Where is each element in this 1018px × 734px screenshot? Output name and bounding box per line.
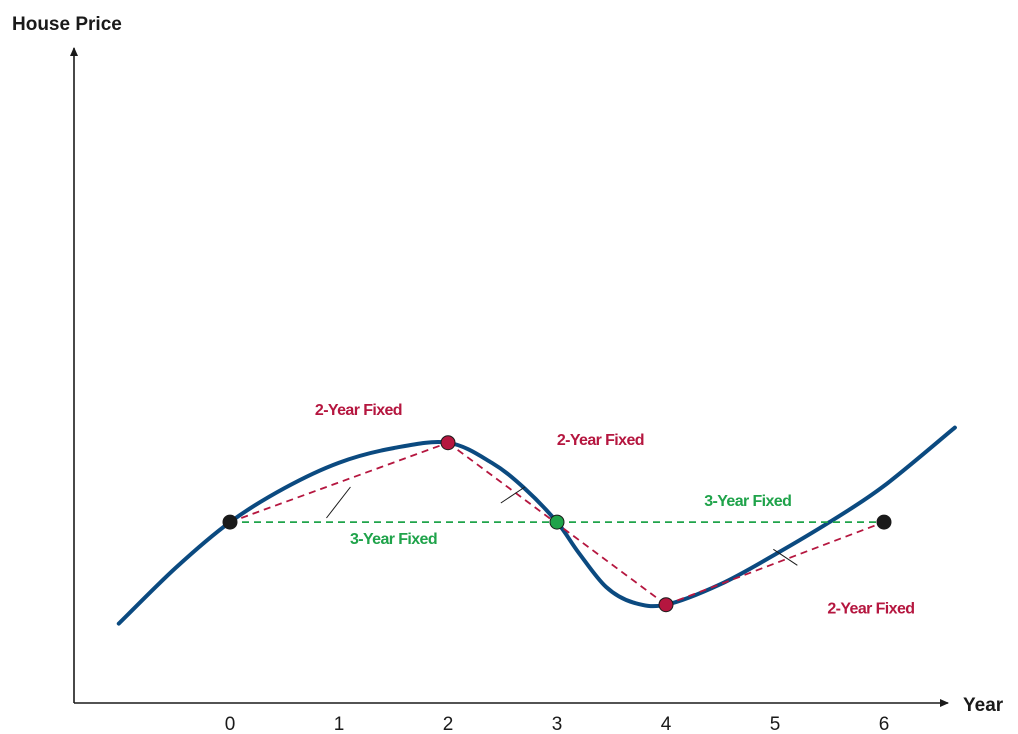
annotation-label-1: 2-Year Fixed [315, 402, 402, 419]
annotation-label-2: 2-Year Fixed [557, 432, 644, 449]
x-tick-label-6: 6 [879, 714, 890, 734]
x-tick-label-2: 2 [443, 714, 454, 734]
annotation-label-5: 2-Year Fixed [827, 600, 914, 617]
point-year-3 [549, 514, 565, 530]
price-curve-layer [116, 425, 957, 626]
annotation-labels: 2-Year Fixed 2-Year Fixed 3-Year Fixed 3-Ye… [315, 402, 915, 617]
point-year-4 [658, 597, 674, 613]
two-year-fixed-segment-3 [665, 521, 885, 606]
x-tick-label-4: 4 [661, 714, 672, 734]
annotation-label-3: 3-Year Fixed [704, 493, 791, 510]
x-tick-labels: 0 1 2 3 4 5 6 [225, 714, 890, 734]
annotation-leader-1 [326, 486, 351, 519]
point-year-6 [876, 514, 892, 530]
y-axis-title: House Price [12, 14, 122, 35]
x-axis-title: Year [963, 695, 1004, 716]
x-tick-label-3: 3 [552, 714, 563, 734]
annotation-leaders [326, 486, 798, 566]
house-price-curve [116, 425, 957, 626]
point-year-0 [222, 514, 238, 530]
x-tick-label-5: 5 [770, 714, 781, 734]
x-tick-label-0: 0 [225, 714, 236, 734]
annotation-leader-2 [500, 486, 526, 504]
point-year-2 [440, 435, 456, 451]
remortgage-points [222, 435, 892, 613]
two-year-fixed-segment-1 [229, 441, 449, 523]
annotation-label-4: 3-Year Fixed [350, 531, 437, 548]
annotation-leader-5 [773, 548, 798, 566]
x-tick-label-1: 1 [334, 714, 345, 734]
